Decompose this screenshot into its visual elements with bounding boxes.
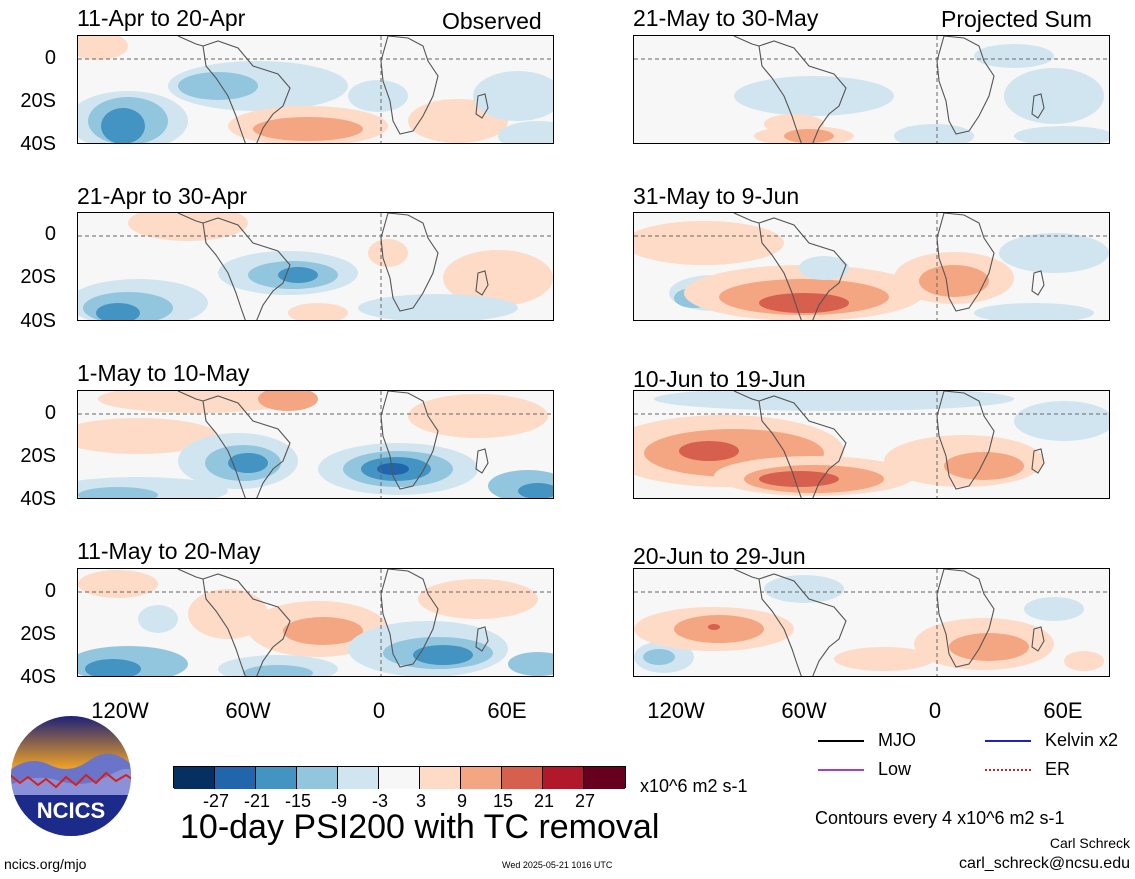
colorbar-segment: [338, 767, 379, 789]
lat-label-20s: 20S: [20, 90, 56, 112]
lat-label-0: 0: [44, 402, 56, 424]
map-panel-7: [633, 390, 1110, 499]
panel-6-title: 31-May to 9-Jun: [633, 183, 800, 209]
panel-2-title: 21-Apr to 30-Apr: [77, 183, 248, 209]
colorbar-segment: [379, 767, 420, 789]
colorbar-tick: 3: [415, 791, 426, 811]
panel-5-title: 21-May to 30-May: [633, 5, 819, 31]
lon-label-60e: 60E: [1043, 698, 1083, 723]
panel-8-title: 20-Jun to 29-Jun: [633, 543, 806, 569]
lat-label-0: 0: [44, 47, 56, 69]
legend-low-label: Low: [878, 759, 912, 779]
observed-label: Observed: [442, 8, 542, 34]
ncics-logo: NCICS: [10, 715, 132, 837]
colorbar-tick: 27: [574, 791, 596, 811]
lon-label-60e: 60E: [487, 698, 527, 723]
map-panel-8: [633, 568, 1110, 677]
colorbar-tick: -15: [284, 791, 311, 811]
legend-kelvin-label: Kelvin x2: [1045, 730, 1119, 750]
map-panel-2: [77, 212, 554, 321]
colorbar-unit: x10^6 m2 s-1: [640, 776, 748, 796]
panel-3-title: 1-May to 10-May: [77, 360, 250, 386]
colorbar-segment: [461, 767, 502, 789]
lat-label-40s: 40S: [20, 310, 56, 332]
legend-low-line: [818, 769, 864, 771]
colorbar-tick: 21: [533, 791, 555, 811]
colorbar-segment: [502, 767, 543, 789]
panel-7-title: 10-Jun to 19-Jun: [633, 366, 806, 392]
colorbar: [173, 766, 626, 789]
lat-label-40s: 40S: [20, 488, 56, 510]
colorbar-segment: [420, 767, 461, 789]
lat-label-0: 0: [44, 223, 56, 245]
colorbar-segment: [174, 767, 215, 789]
colorbar-segment: [256, 767, 297, 789]
legend-er-label: ER: [1045, 759, 1071, 779]
colorbar-tick: 15: [492, 791, 514, 811]
legend-er-line: [985, 769, 1031, 771]
colorbar-tick: -27: [202, 791, 229, 811]
author-email[interactable]: carl_schreck@ncsu.edu: [959, 855, 1130, 872]
lon-label-60w: 60W: [781, 698, 827, 723]
colorbar-segment: [297, 767, 338, 789]
contour-note: Contours every 4 x10^6 m2 s-1: [815, 808, 1065, 828]
legend-mjo-line: [818, 740, 864, 742]
colorbar-tick: -21: [243, 791, 270, 811]
lat-label-20s: 20S: [20, 623, 56, 645]
colorbar-tick: 9: [456, 791, 467, 811]
colorbar-tick: -3: [371, 791, 388, 811]
lon-label-120w: 120W: [91, 698, 149, 723]
colorbar-segment: [215, 767, 256, 789]
map-panel-5: [633, 35, 1110, 144]
map-panel-4: [77, 568, 554, 677]
lat-label-0: 0: [44, 580, 56, 602]
colorbar-segment: [584, 767, 625, 789]
legend-kelvin-line: [985, 740, 1031, 742]
map-panel-1: [77, 35, 554, 144]
projected-sum-label: Projected Sum: [941, 6, 1092, 32]
panel-1-title: 11-Apr to 20-Apr: [77, 5, 246, 31]
lat-label-40s: 40S: [20, 133, 56, 155]
website-link[interactable]: ncics.org/mjo: [4, 856, 87, 872]
lat-label-20s: 20S: [20, 445, 56, 467]
lat-label-20s: 20S: [20, 266, 56, 288]
main-title: 10-day PSI200 with TC removal: [180, 808, 660, 846]
lon-label-0: 0: [928, 698, 942, 723]
lon-label-60w: 60W: [225, 698, 271, 723]
author-name: Carl Schreck: [1049, 835, 1130, 851]
lat-label-40s: 40S: [20, 666, 56, 688]
colorbar-segment: [543, 767, 584, 789]
map-panel-3: [77, 390, 554, 499]
map-panel-6: [633, 212, 1110, 321]
colorbar-tick: -9: [330, 791, 347, 811]
lon-label-120w: 120W: [647, 698, 705, 723]
ncics-logo-text: NCICS: [37, 798, 105, 823]
lon-label-0: 0: [372, 698, 386, 723]
timestamp: Wed 2025-05-21 1016 UTC: [502, 860, 613, 870]
panel-4-title: 11-May to 20-May: [77, 538, 261, 564]
legend-mjo-label: MJO: [878, 730, 916, 750]
